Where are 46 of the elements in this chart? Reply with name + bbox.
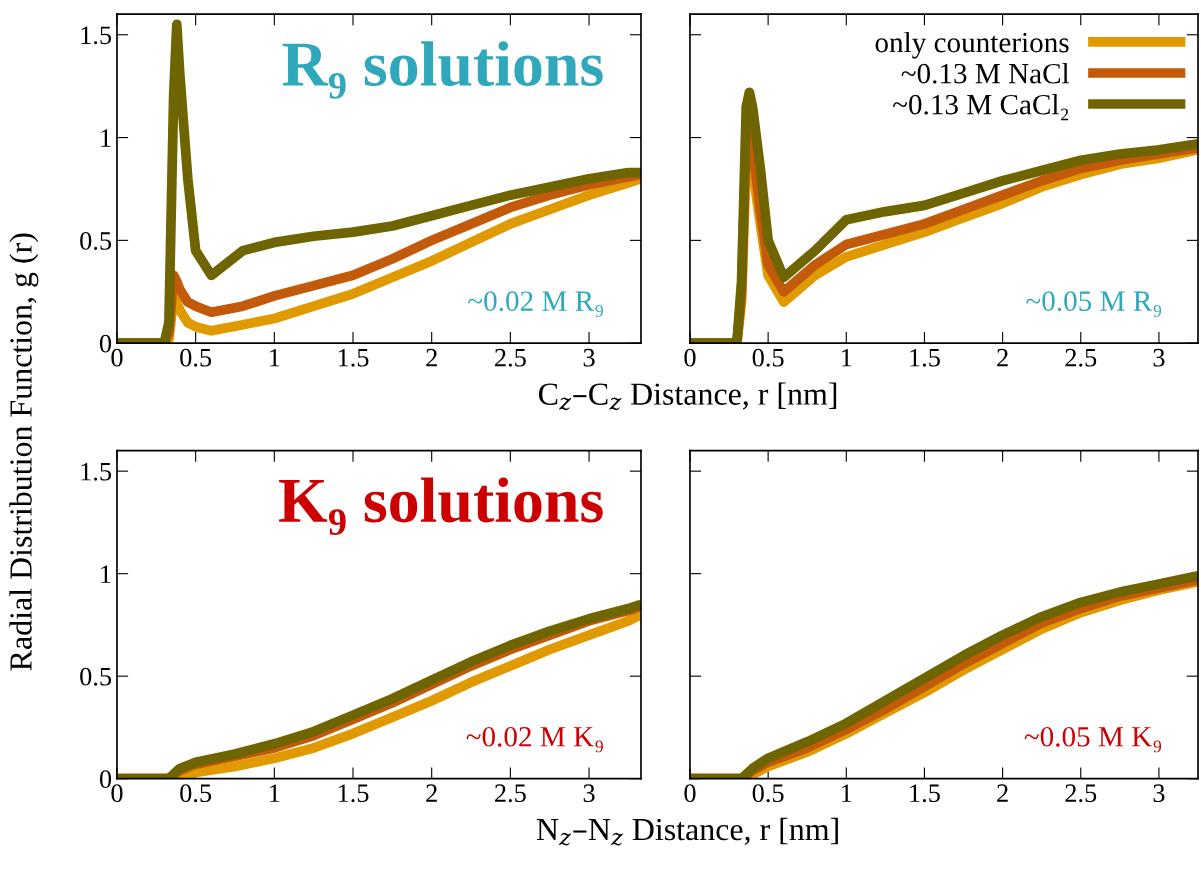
annotation: ~0.05 M R₉ [1026,291,1162,317]
annotation: ~0.05 M K₉ [1024,726,1162,753]
x-tick-label: 2.5 [1065,784,1097,803]
x-tick-label: 2.5 [495,348,526,367]
chart-title: K₉ solutions [279,477,603,536]
x-tick-label: 0 [684,348,696,367]
x-tick-label: 1.5 [910,784,940,803]
x-tick-label: 1.5 [338,784,369,803]
x-axis-title: N$_{z}$–N$_{z}$ Distance, r [nm] [536,817,838,846]
x-tick-label: 1 [842,784,852,802]
y-tick-label: 0 [99,770,112,789]
y-tick-label: 1 [101,565,111,583]
x-tick-label: 3 [583,784,595,803]
legend-label: ~0.13 M NaCl [901,62,1070,84]
legend-label: ~0.13 M CaCl₂ [893,93,1069,121]
annotation: ~0.02 M K₉ [466,726,603,753]
x-tick-label: 0.5 [180,784,212,803]
x-tick-label: 2 [997,784,1008,802]
x-tick-label: 1.5 [910,348,940,367]
x-tick-label: 2.5 [495,784,526,803]
y-tick-label: 0.5 [80,667,112,686]
x-tick-label: 0.5 [180,348,212,367]
x-tick-label: 1.5 [338,348,369,367]
x-tick-label: 1 [842,348,852,367]
y-tick-label: 0 [99,334,112,353]
x-tick-label: 2 [426,348,437,367]
x-tick-label: 2 [997,348,1008,367]
y-tick-label: 1.5 [81,462,112,481]
x-tick-label: 2 [426,784,437,802]
y-tick-label: 1.5 [81,26,112,45]
x-tick-label: 1 [270,348,280,367]
x-tick-label: 3 [583,348,595,367]
x-tick-label: 3 [1153,348,1165,367]
annotation: ~0.02 M R₉ [468,291,603,317]
y-axis-title: Radial Distribution Function, g (r) [9,233,39,671]
legend-label: only counterions [875,31,1069,59]
x-tick-label: 2.5 [1065,348,1097,367]
chart-title: R₉ solutions [282,41,603,99]
x-tick-label: 0 [684,784,696,803]
x-tick-label: 1 [270,784,280,802]
y-tick-label: 1 [101,129,111,147]
y-tick-label: 0.5 [80,231,112,250]
x-tick-label: 3 [1153,784,1165,803]
x-tick-label: 0.5 [752,348,784,367]
x-tick-label: 0.5 [752,784,784,803]
x-axis-title: C$_{z}$–C$_{z}$ Distance, r [nm] [538,382,837,411]
